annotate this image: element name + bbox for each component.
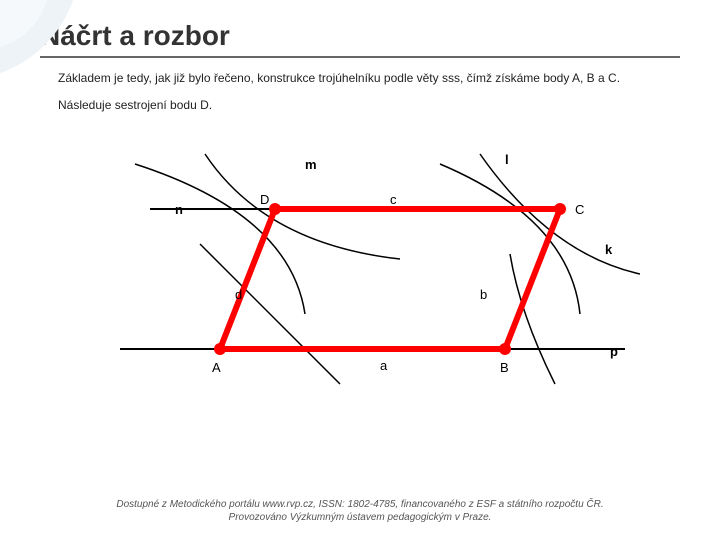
svg-text:n: n xyxy=(175,202,183,217)
paragraph-2: Následuje sestrojení bodu D. xyxy=(40,97,680,114)
geometry-svg: A B C Da b c d k l m n p xyxy=(80,124,640,404)
svg-text:A: A xyxy=(212,360,221,375)
paragraph-1: Základem je tedy, jak již bylo řečeno, k… xyxy=(40,70,680,87)
svg-text:B: B xyxy=(500,360,509,375)
footer-line-2: Provozováno Výzkumným ústavem pedagogick… xyxy=(0,511,720,524)
svg-text:p: p xyxy=(610,344,618,359)
geometry-diagram: A B C Da b c d k l m n p xyxy=(80,124,640,404)
svg-text:l: l xyxy=(505,152,509,167)
page-title: Náčrt a rozbor xyxy=(40,20,680,58)
svg-text:c: c xyxy=(390,192,397,207)
svg-text:C: C xyxy=(575,202,584,217)
svg-text:d: d xyxy=(235,287,242,302)
footer-line-1: Dostupné z Metodického portálu www.rvp.c… xyxy=(0,498,720,511)
svg-text:a: a xyxy=(380,358,388,373)
svg-text:m: m xyxy=(305,157,317,172)
svg-text:D: D xyxy=(260,192,269,207)
svg-text:k: k xyxy=(605,242,613,257)
svg-text:b: b xyxy=(480,287,487,302)
